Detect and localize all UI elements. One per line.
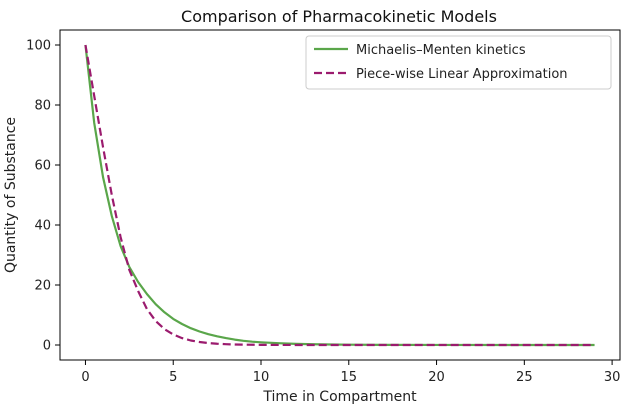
y-tick-label: 40 (34, 219, 51, 234)
y-axis-label: Quantity of Substance (3, 117, 19, 273)
x-tick-label: 25 (516, 370, 533, 385)
x-axis: 0 5 10 15 20 25 30 (81, 360, 620, 385)
x-tick-label: 15 (341, 370, 358, 385)
series-line-piecewise-linear (84, 44, 595, 347)
x-axis-label: Time in Compartment (262, 389, 417, 405)
legend-label-michaelis-menten: Michaelis–Menten kinetics (356, 43, 526, 58)
legend-label-piecewise-linear: Piece-wise Linear Approximation (356, 67, 568, 82)
y-axis: 0 20 40 60 80 100 (26, 39, 60, 354)
chart-title: Comparison of Pharmacokinetic Models (181, 7, 497, 26)
series-line-michaelis-menten (84, 44, 595, 347)
legend: Michaelis–Menten kinetics Piece-wise Lin… (305, 35, 612, 90)
y-tick-label: 100 (26, 39, 51, 54)
plot-area: 0 5 10 15 20 25 30 0 20 40 60 80 100 (26, 29, 621, 385)
series-layer (84, 44, 595, 347)
x-tick-label: 10 (253, 370, 270, 385)
x-tick-label: 30 (604, 370, 621, 385)
y-tick-label: 20 (34, 279, 51, 294)
y-tick-label: 80 (34, 99, 51, 114)
y-tick-label: 60 (34, 159, 51, 174)
plot-frame (59, 29, 621, 361)
x-tick-label: 0 (81, 370, 89, 385)
x-tick-label: 5 (169, 370, 177, 385)
legend-box (305, 35, 612, 90)
x-tick-label: 20 (428, 370, 445, 385)
y-tick-label: 0 (43, 339, 51, 354)
